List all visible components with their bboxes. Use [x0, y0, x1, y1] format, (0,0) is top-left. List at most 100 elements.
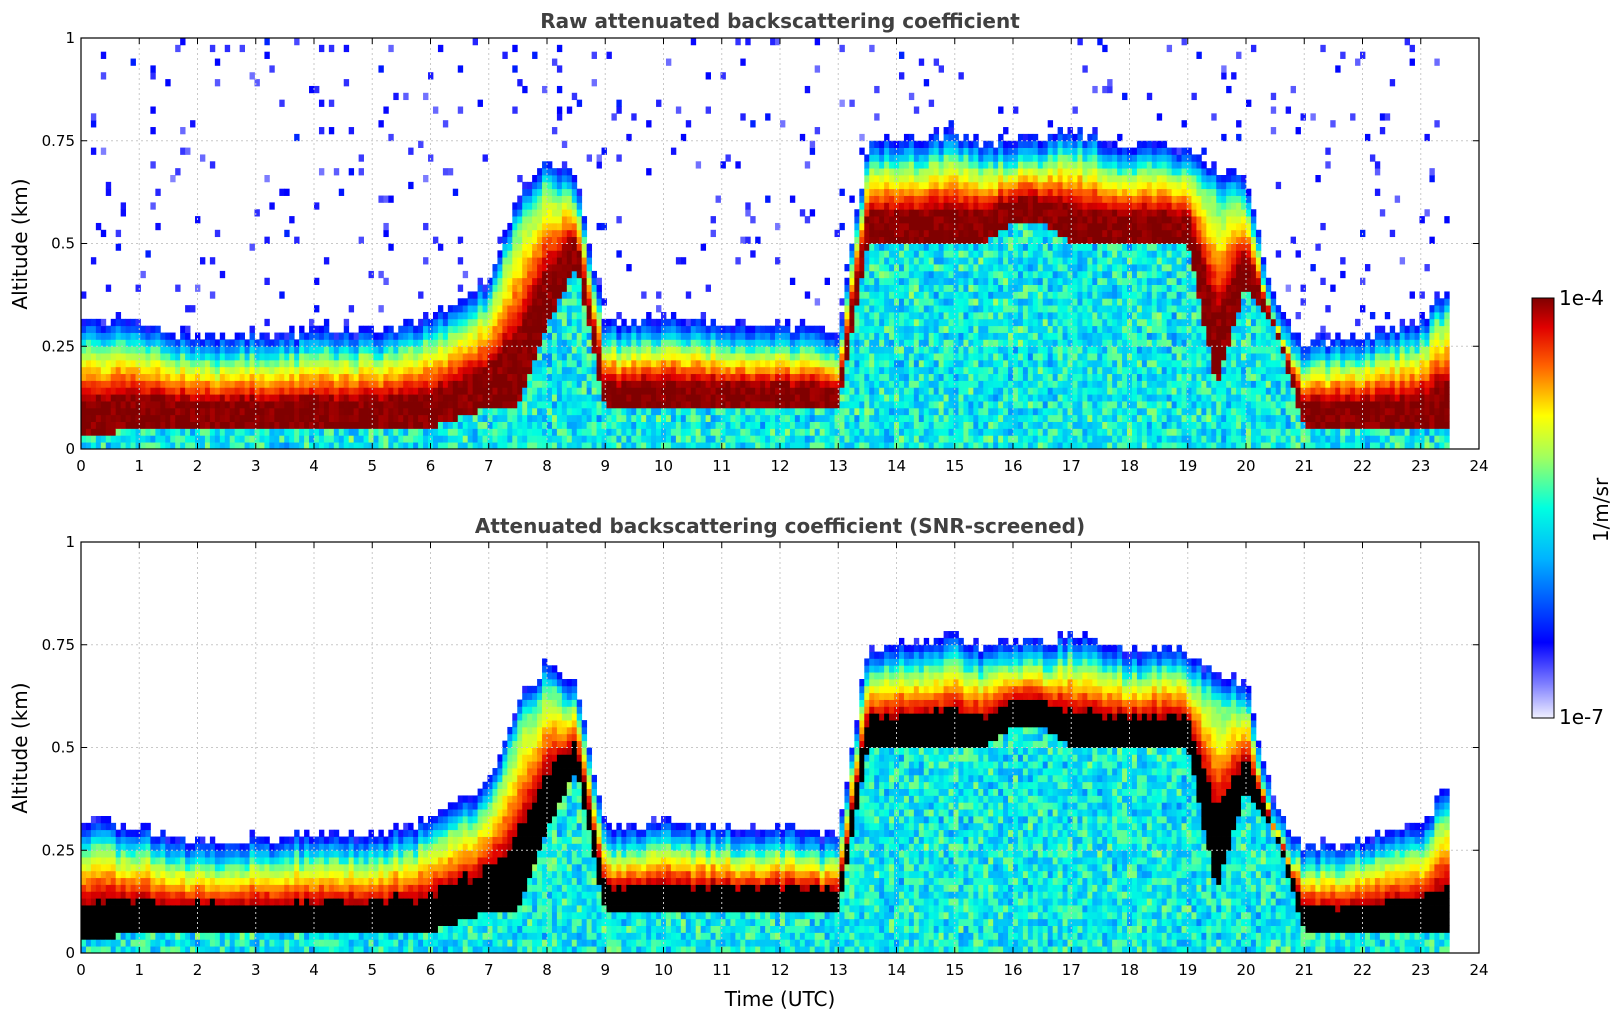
heatmap-cell	[700, 325, 707, 333]
heatmap-cell	[249, 414, 255, 422]
heatmap-cell	[993, 346, 999, 354]
heatmap-cell	[715, 373, 721, 381]
heatmap-cell	[586, 305, 593, 313]
heatmap-cell	[204, 373, 211, 381]
heatmap-cell	[338, 401, 345, 409]
heatmap-cell	[219, 346, 226, 354]
heatmap-cell	[219, 407, 226, 416]
heatmap-cell	[943, 195, 949, 203]
heatmap-cell	[299, 325, 305, 333]
heatmap-cell	[839, 421, 845, 429]
heatmap-cell	[641, 366, 647, 375]
heatmap-cell	[348, 305, 355, 313]
heatmap-cell	[110, 442, 117, 449]
heatmap-cell	[85, 359, 92, 368]
heatmap-cell	[631, 421, 637, 429]
heatmap-cell	[586, 380, 593, 388]
heatmap-cell	[700, 312, 707, 320]
heatmap-cell	[586, 359, 593, 368]
heatmap-cell	[894, 298, 900, 306]
heatmap-cell	[874, 175, 880, 183]
heatmap-cell	[368, 407, 374, 416]
heatmap-cell	[423, 346, 429, 354]
heatmap-cell	[185, 373, 191, 381]
heatmap-cell	[115, 346, 122, 354]
heatmap-cell	[383, 359, 389, 368]
heatmap-cell	[903, 195, 910, 203]
heatmap-cell	[165, 79, 171, 87]
heatmap-cell	[259, 421, 265, 429]
heatmap-cell	[462, 435, 469, 443]
heatmap-cell	[110, 387, 117, 395]
heatmap-cell	[879, 277, 885, 285]
heatmap-cell	[507, 298, 513, 306]
heatmap-cell	[710, 387, 716, 395]
heatmap-cell	[636, 366, 642, 375]
heatmap-cell	[943, 133, 949, 142]
heatmap-cell	[249, 325, 255, 333]
heatmap-cell	[175, 359, 181, 368]
heatmap-cell	[859, 236, 865, 244]
heatmap-cell	[566, 387, 573, 395]
heatmap-cell	[561, 181, 568, 190]
heatmap-cell	[953, 428, 959, 436]
heatmap-cell	[844, 284, 850, 292]
heatmap-cell	[130, 387, 136, 395]
heatmap-cell	[988, 270, 994, 279]
heatmap-cell	[299, 414, 305, 422]
heatmap-cell	[953, 407, 959, 416]
heatmap-cell	[948, 325, 954, 333]
heatmap-cell	[1013, 421, 1019, 429]
heatmap-cell	[512, 318, 518, 327]
heatmap-cell	[770, 442, 776, 449]
heatmap-cell	[680, 325, 687, 333]
heatmap-cell	[547, 414, 553, 422]
heatmap-cell	[135, 414, 141, 422]
heatmap-cell	[452, 188, 459, 196]
heatmap-cell	[85, 387, 92, 395]
heatmap-cell	[497, 442, 503, 449]
heatmap-cell	[849, 366, 855, 375]
heatmap-cell	[750, 407, 756, 416]
heatmap-cell	[423, 312, 429, 320]
heatmap-cell	[889, 346, 895, 354]
heatmap-cell	[745, 428, 751, 436]
heatmap-cell	[651, 339, 657, 347]
heatmap-cell	[472, 414, 478, 422]
heatmap-cell	[542, 325, 548, 333]
heatmap-cell	[839, 312, 845, 320]
heatmap-cell	[522, 298, 528, 306]
heatmap-cell	[854, 209, 860, 217]
heatmap-cell	[988, 168, 994, 176]
heatmap-cell	[953, 229, 959, 238]
heatmap-cell	[165, 387, 171, 395]
heatmap-cell	[784, 380, 791, 388]
heatmap-cell	[913, 366, 920, 375]
heatmap-cell	[190, 353, 196, 361]
heatmap-cell	[239, 435, 245, 443]
heatmap-cell	[953, 305, 959, 313]
heatmap-cell	[973, 216, 979, 224]
heatmap-cell	[859, 394, 865, 402]
heatmap-cell	[829, 394, 835, 402]
heatmap-cell	[983, 298, 989, 306]
heatmap-cell	[314, 366, 320, 375]
heatmap-cell	[616, 414, 622, 422]
heatmap-cell	[522, 216, 528, 224]
heatmap-cell	[269, 346, 275, 354]
heatmap-cell	[180, 373, 186, 381]
heatmap-cell	[854, 414, 860, 422]
heatmap-cell	[864, 222, 870, 231]
heatmap-cell	[547, 421, 553, 429]
heatmap-cell	[968, 154, 974, 162]
heatmap-cell	[467, 442, 474, 449]
heatmap-cell	[908, 147, 915, 155]
heatmap-cell	[323, 339, 330, 347]
heatmap-cell	[581, 428, 588, 436]
heatmap-cell	[581, 270, 588, 279]
heatmap-cell	[1013, 414, 1019, 422]
heatmap-cell	[279, 401, 285, 409]
heatmap-cell	[85, 373, 92, 381]
heatmap-cell	[794, 414, 801, 422]
heatmap-cell	[844, 332, 850, 340]
